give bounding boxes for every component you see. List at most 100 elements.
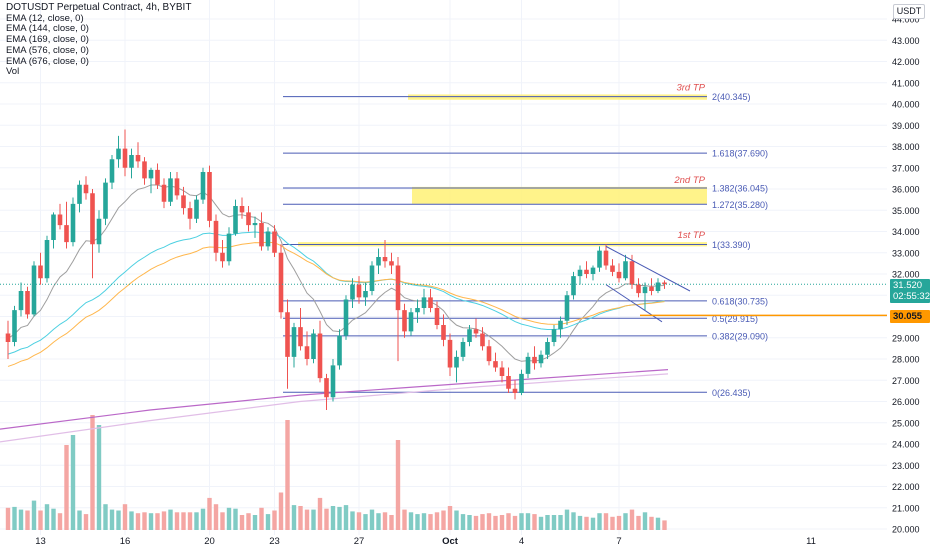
volume-bar	[207, 497, 212, 530]
last-price-tag: 31.520 02:55:32	[890, 279, 930, 303]
candle-body	[577, 269, 583, 277]
price-tick-label: 22.000	[892, 482, 920, 492]
indicator-ema-676[interactable]: EMA (676, close, 0)	[6, 55, 89, 67]
candle-body	[421, 297, 427, 308]
candle-body	[642, 286, 648, 294]
volume-bar	[506, 513, 511, 530]
candle-body	[226, 233, 232, 262]
volume-bar	[285, 420, 290, 530]
candle-body	[57, 214, 63, 226]
candle-body	[83, 184, 89, 194]
candle-body	[161, 184, 167, 202]
candle-body	[70, 203, 76, 243]
volume-bar	[551, 515, 557, 530]
candle-body	[109, 159, 115, 183]
volume-bar	[545, 515, 550, 530]
candle-body	[116, 148, 121, 160]
candle-body	[395, 265, 401, 311]
candle-body	[168, 178, 173, 202]
fib-label: 1(33.390)	[712, 240, 751, 250]
volume-bar	[129, 511, 134, 530]
candle-body	[597, 250, 602, 268]
price-tick-label: 28.000	[892, 355, 920, 365]
candle-body	[512, 388, 518, 393]
volume-bar	[317, 497, 323, 530]
indicator-ema-144[interactable]: EMA (144, close, 0)	[6, 23, 89, 35]
price-tick-label: 43.000	[892, 36, 920, 46]
candle-body	[278, 252, 284, 313]
price-tick-label: 39.000	[892, 121, 920, 131]
time-tick-label: 20	[204, 536, 215, 547]
candle-body	[428, 297, 433, 308]
volume-bar	[642, 512, 648, 530]
candle-body	[311, 333, 316, 359]
volume-bar	[200, 508, 206, 530]
volume-bar	[311, 509, 316, 530]
volume-bar	[499, 515, 505, 530]
candle-body	[590, 267, 596, 274]
candle-body	[525, 356, 531, 374]
volume-bar	[486, 513, 492, 530]
candle-body	[246, 212, 251, 226]
price-tick-label: 33.000	[892, 248, 920, 258]
volume-bar	[122, 504, 128, 530]
indicator-ema-576[interactable]: EMA (576, close, 0)	[6, 44, 89, 56]
volume-bar	[83, 514, 89, 530]
volume-bar	[356, 512, 362, 530]
candle-body	[493, 361, 498, 368]
candle-body	[148, 169, 154, 179]
volume-bar	[330, 506, 336, 530]
candle-body	[454, 356, 459, 368]
indicator-ema-12[interactable]: EMA (12, close, 0)	[6, 12, 84, 24]
volume-bar	[233, 508, 238, 530]
indicator-ema-169[interactable]: EMA (169, close, 0)	[6, 34, 89, 46]
candle-body	[337, 335, 342, 366]
candle-body	[298, 327, 303, 347]
time-tick-label: 11	[806, 536, 816, 547]
time-tick-label: 27	[354, 536, 365, 547]
candle-body	[376, 257, 381, 266]
price-tick-label: 35.000	[892, 206, 920, 216]
candle-body	[434, 308, 440, 325]
currency-selector[interactable]: USDT	[893, 4, 925, 19]
price-tick-label: 20.000	[892, 525, 920, 535]
candle-body	[12, 310, 17, 342]
volume-bar	[77, 510, 82, 530]
volume-bar	[337, 506, 342, 530]
volume-bar	[291, 505, 297, 530]
volume-bar	[480, 514, 485, 530]
candle-body	[545, 342, 550, 355]
candle-body	[304, 346, 310, 359]
candle-body	[532, 356, 537, 364]
fib-label: 1.382(36.045)	[712, 184, 768, 194]
volume-bar	[389, 515, 394, 530]
symbol-title[interactable]: DOTUSDT Perpetual Contract, 4h, BYBIT	[6, 2, 192, 13]
candle-body	[655, 282, 661, 291]
time-axis[interactable]: 13 16 20 23 27 Oct 4 7 11	[35, 536, 816, 547]
candle-body	[18, 291, 24, 311]
price-tick-label: 32.000	[892, 270, 920, 280]
candle-body	[77, 184, 82, 204]
candle-body	[343, 299, 349, 336]
channel-upper	[605, 245, 691, 292]
indicator-volume[interactable]: Vol	[6, 66, 20, 78]
ema-lines	[0, 184, 669, 443]
volume-bar	[220, 512, 225, 530]
volume-bar	[194, 512, 199, 530]
candle-body	[259, 223, 264, 247]
fib-label: 2(40.345)	[712, 92, 751, 102]
candle-body	[519, 373, 524, 393]
candle-body	[135, 155, 141, 162]
price-tick-label: 27.000	[892, 376, 920, 386]
volume-bar	[18, 509, 24, 530]
volume-bar	[96, 425, 102, 530]
candle-body	[64, 225, 69, 243]
candle-body	[415, 308, 420, 313]
price-axis[interactable]: 44.000 43.000 42.000 41.000 40.000 39.000 38.0…	[892, 15, 920, 535]
volume-bar	[142, 512, 147, 530]
volume-bar	[70, 435, 76, 530]
volume-bar	[590, 517, 596, 530]
volume-bar	[525, 513, 531, 530]
chart-legend: DOTUSDT Perpetual Contract, 4h, BYBIT EM…	[6, 2, 192, 78]
